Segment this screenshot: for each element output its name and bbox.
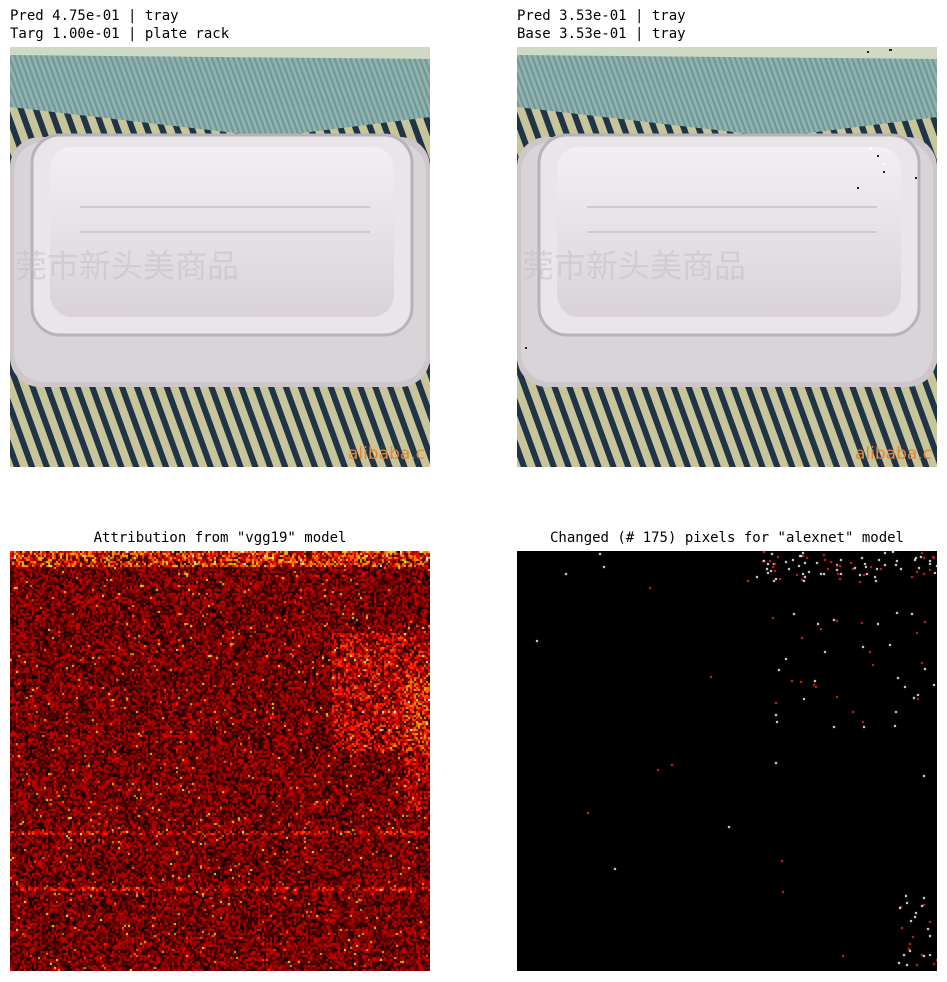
changed-pixels-panel <box>517 551 937 971</box>
original-tray-image: 莞市新头美商品 alibaba.c <box>10 47 430 467</box>
svg-text:莞市新头美商品: 莞市新头美商品 <box>15 247 239 285</box>
svg-text:莞市新头美商品: 莞市新头美商品 <box>522 247 746 285</box>
watermark-text: alibaba.c <box>855 444 932 464</box>
attribution-heatmap-panel <box>10 551 430 971</box>
perturbed-tray-image: 莞市新头美商品 alibaba.c <box>517 47 937 467</box>
changed-pixels-title: Changed (# 175) pixels for "alexnet" mod… <box>549 530 904 546</box>
top-right-label-pred: Pred 3.53e-01 | tray <box>517 8 686 24</box>
top-right-label-base: Base 3.53e-01 | tray <box>517 26 686 42</box>
top-left-label-pred: Pred 4.75e-01 | tray <box>10 8 179 24</box>
changed-pixels-map <box>517 551 937 971</box>
watermark-text: alibaba.c <box>348 444 425 464</box>
perturbation-specks <box>525 49 917 349</box>
original-image-panel: 莞市新头美商品 alibaba.c <box>10 47 430 467</box>
perturbed-image-panel: 莞市新头美商品 alibaba.c <box>517 47 937 467</box>
top-left-label-target: Targ 1.00e-01 | plate rack <box>10 26 230 42</box>
attribution-heatmap <box>10 551 430 971</box>
attribution-title: Attribution from "vgg19" model <box>93 530 347 546</box>
